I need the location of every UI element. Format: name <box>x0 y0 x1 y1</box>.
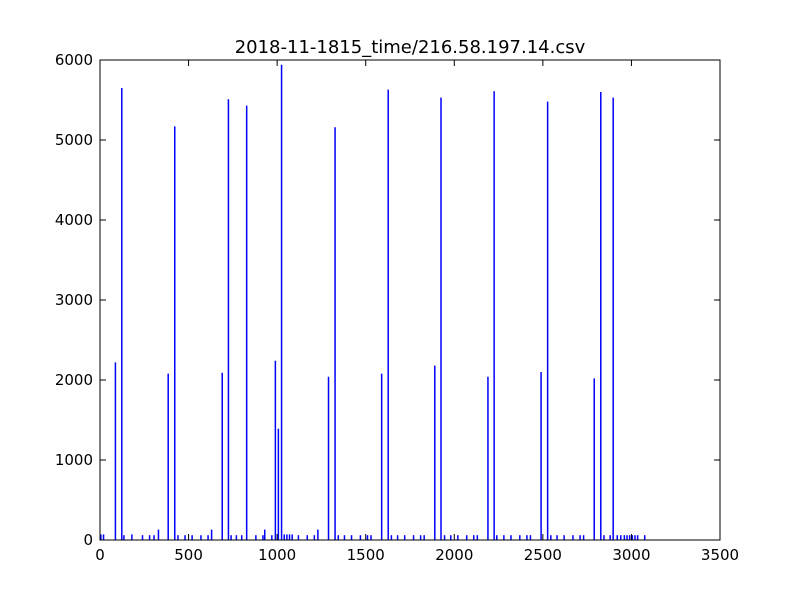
y-tick-label-1: 1000 <box>55 451 93 469</box>
x-tick-label-4: 2000 <box>435 546 473 564</box>
bars-layer <box>100 64 646 540</box>
y-tick-label-2: 2000 <box>55 371 93 389</box>
chart-title: 2018-11-1815_time/216.58.197.14.csv <box>235 37 586 58</box>
y-tick-label-3: 3000 <box>55 291 93 309</box>
y-tick-label-4: 4000 <box>55 211 93 229</box>
ticks-layer: 0 500 1000 1500 2000 2500 3000 3500 0 1000 2000 300… <box>55 51 739 564</box>
y-tick-label-6: 6000 <box>55 51 93 69</box>
x-tick-label-6: 3000 <box>612 546 650 564</box>
y-tick-label-5: 5000 <box>55 131 93 149</box>
x-tick-label-7: 3500 <box>701 546 739 564</box>
x-tick-label-2: 1000 <box>258 546 296 564</box>
x-tick-label-5: 2500 <box>524 546 562 564</box>
y-tick-label-0: 0 <box>83 531 93 549</box>
plot-frame <box>99 59 721 541</box>
x-tick-label-1: 500 <box>174 546 203 564</box>
x-tick-label-3: 1500 <box>347 546 385 564</box>
x-tick-label-0: 0 <box>95 546 105 564</box>
